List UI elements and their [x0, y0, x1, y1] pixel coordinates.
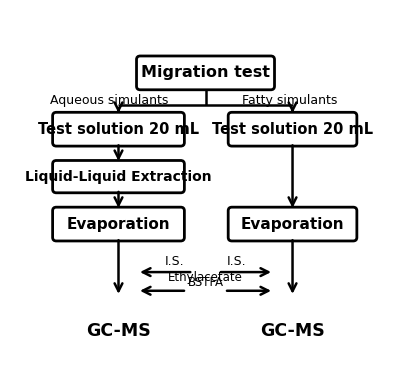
FancyBboxPatch shape [228, 112, 357, 146]
Text: BSTFA: BSTFA [188, 276, 223, 289]
Text: Evaporation: Evaporation [67, 217, 170, 231]
Text: Aqueous simulants: Aqueous simulants [50, 94, 168, 107]
FancyBboxPatch shape [53, 112, 184, 146]
Text: Ethylacetate: Ethylacetate [168, 271, 243, 284]
Text: Test solution 20 mL: Test solution 20 mL [212, 122, 373, 137]
Text: Test solution 20 mL: Test solution 20 mL [38, 122, 199, 137]
Text: I.S.: I.S. [227, 255, 246, 268]
Text: Liquid-Liquid Extraction: Liquid-Liquid Extraction [25, 170, 212, 184]
Text: Migration test: Migration test [141, 65, 270, 80]
FancyBboxPatch shape [53, 207, 184, 241]
Text: GC-MS: GC-MS [260, 322, 325, 340]
FancyBboxPatch shape [228, 207, 357, 241]
Text: GC-MS: GC-MS [86, 322, 151, 340]
Text: Evaporation: Evaporation [241, 217, 344, 231]
FancyBboxPatch shape [53, 161, 184, 193]
Text: I.S.: I.S. [165, 255, 184, 268]
Text: Fatty simulants: Fatty simulants [242, 94, 337, 107]
FancyBboxPatch shape [136, 56, 275, 90]
